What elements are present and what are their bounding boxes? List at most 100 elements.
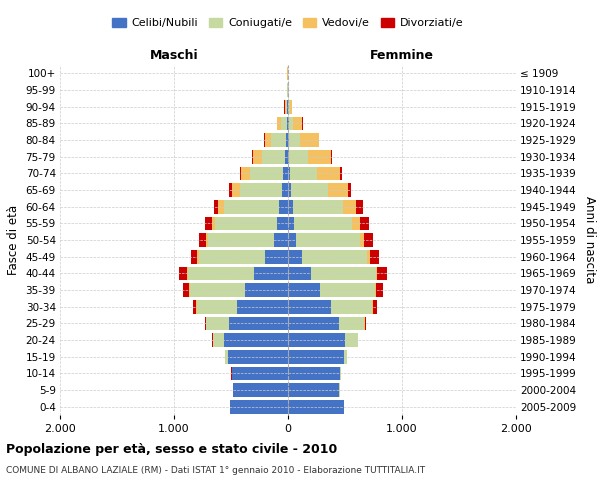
Bar <box>279 200 288 213</box>
Text: Maschi: Maschi <box>149 48 199 62</box>
Bar <box>191 250 197 264</box>
Bar <box>288 233 296 247</box>
Bar <box>288 300 331 314</box>
Bar <box>376 283 383 297</box>
Bar <box>367 250 370 264</box>
Bar <box>289 133 301 147</box>
Text: COMUNE DI ALBANO LAZIALE (RM) - Dati ISTAT 1° gennaio 2010 - Elaborazione TUTTIT: COMUNE DI ALBANO LAZIALE (RM) - Dati IST… <box>6 466 425 475</box>
Bar <box>206 316 229 330</box>
Bar <box>183 283 190 297</box>
Bar <box>340 166 342 180</box>
Bar <box>301 133 319 147</box>
Bar <box>179 266 187 280</box>
Bar <box>277 216 288 230</box>
Bar <box>320 283 374 297</box>
Bar <box>348 183 351 197</box>
Bar <box>286 133 288 147</box>
Bar <box>289 100 290 114</box>
Bar <box>370 250 379 264</box>
Bar <box>265 133 271 147</box>
Bar <box>274 233 288 247</box>
Bar <box>288 133 289 147</box>
Bar <box>277 116 281 130</box>
Bar <box>197 300 236 314</box>
Bar <box>240 166 241 180</box>
Bar <box>290 166 317 180</box>
Bar <box>284 100 286 114</box>
Bar <box>253 150 262 164</box>
Bar <box>288 166 290 180</box>
Bar <box>193 300 196 314</box>
Bar <box>250 166 283 180</box>
Bar <box>271 133 286 147</box>
Bar <box>289 150 308 164</box>
Bar <box>224 200 279 213</box>
Bar <box>239 183 282 197</box>
Bar <box>206 233 208 247</box>
Bar <box>361 216 369 230</box>
Bar <box>205 216 212 230</box>
Bar <box>233 383 288 397</box>
Bar <box>308 150 331 164</box>
Bar <box>197 250 199 264</box>
Bar <box>229 183 232 197</box>
Bar <box>293 200 343 213</box>
Bar <box>288 150 289 164</box>
Bar <box>199 250 265 264</box>
Bar <box>289 116 293 130</box>
Bar <box>331 300 373 314</box>
Bar <box>343 200 356 213</box>
Bar <box>236 300 288 314</box>
Bar <box>205 316 206 330</box>
Bar <box>245 283 288 297</box>
Bar <box>365 316 367 330</box>
Bar <box>288 350 344 364</box>
Bar <box>288 216 294 230</box>
Bar <box>241 166 250 180</box>
Bar <box>288 283 320 297</box>
Bar <box>288 200 293 213</box>
Bar <box>296 233 360 247</box>
Bar <box>227 350 288 364</box>
Bar <box>213 333 224 347</box>
Bar <box>288 400 344 413</box>
Bar <box>288 266 311 280</box>
Bar <box>352 216 361 230</box>
Bar <box>288 333 345 347</box>
Bar <box>199 233 206 247</box>
Bar <box>344 350 347 364</box>
Bar <box>283 166 288 180</box>
Bar <box>218 200 224 213</box>
Bar <box>317 166 340 180</box>
Bar <box>232 183 239 197</box>
Bar <box>265 250 288 264</box>
Bar <box>226 350 227 364</box>
Bar <box>288 250 302 264</box>
Bar <box>340 316 364 330</box>
Bar <box>208 233 274 247</box>
Bar <box>288 366 340 380</box>
Bar <box>377 266 386 280</box>
Text: Popolazione per età, sesso e stato civile - 2010: Popolazione per età, sesso e stato civil… <box>6 442 337 456</box>
Bar <box>187 266 188 280</box>
Bar <box>262 150 285 164</box>
Bar <box>288 316 340 330</box>
Bar <box>331 150 332 164</box>
Bar <box>254 266 288 280</box>
Bar <box>190 283 245 297</box>
Bar <box>282 183 288 197</box>
Bar <box>229 316 288 330</box>
Bar <box>374 283 376 297</box>
Bar <box>293 116 302 130</box>
Bar <box>294 216 352 230</box>
Bar <box>281 116 287 130</box>
Bar <box>214 200 218 213</box>
Bar <box>215 216 277 230</box>
Bar <box>345 333 358 347</box>
Bar <box>287 116 288 130</box>
Bar <box>188 266 254 280</box>
Bar <box>290 100 292 114</box>
Bar <box>288 183 291 197</box>
Y-axis label: Anni di nascita: Anni di nascita <box>583 196 596 284</box>
Bar <box>291 183 328 197</box>
